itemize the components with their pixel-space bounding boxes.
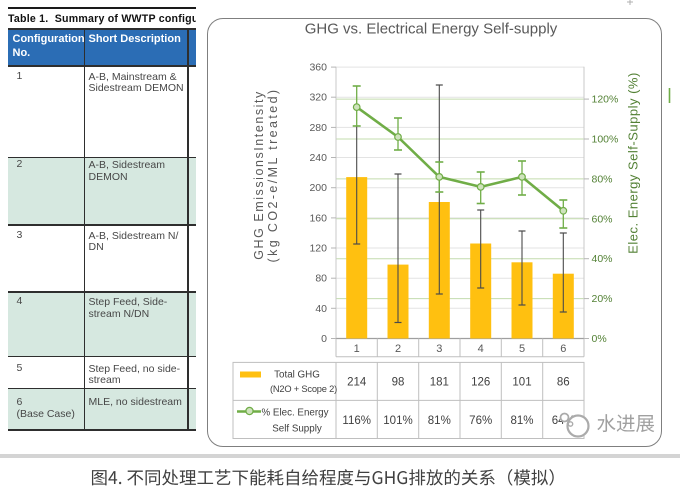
svg-text:360: 360	[309, 62, 327, 74]
svg-text:214: 214	[347, 377, 367, 389]
svg-text:% Elec. Energy: % Elec. Energy	[262, 408, 329, 419]
svg-text:160: 160	[309, 212, 327, 224]
svg-text:Self Supply: Self Supply	[272, 424, 322, 435]
svg-text:40%: 40%	[592, 253, 613, 265]
svg-text:120%: 120%	[592, 94, 619, 106]
svg-text:200: 200	[309, 182, 327, 194]
svg-text:1: 1	[354, 343, 360, 355]
svg-text:4: 4	[478, 343, 484, 355]
svg-text:0%: 0%	[592, 333, 607, 345]
svg-text:280: 280	[309, 122, 327, 134]
svg-text:(N2O + Scope 2): (N2O + Scope 2)	[270, 384, 337, 394]
svg-text:0: 0	[321, 333, 327, 345]
svg-text:(kg CO2-e/ML treated): (kg CO2-e/ML treated)	[266, 88, 280, 263]
svg-text:Total GHG: Total GHG	[274, 370, 320, 381]
svg-text:76%: 76%	[469, 415, 492, 427]
svg-text:Elec. Energy Self-Supply (%): Elec. Energy Self-Supply (%)	[626, 72, 641, 254]
svg-text:40: 40	[315, 303, 327, 315]
svg-text:2: 2	[395, 343, 401, 355]
svg-text:100%: 100%	[592, 134, 619, 146]
svg-text:80%: 80%	[592, 173, 613, 185]
svg-text:GHG vs. Electrical Energy Self: GHG vs. Electrical Energy Self-supply	[305, 21, 558, 38]
svg-text:126: 126	[471, 377, 490, 389]
svg-text:101%: 101%	[383, 415, 412, 427]
svg-text:98: 98	[392, 377, 405, 389]
svg-text:116%: 116%	[342, 415, 371, 427]
svg-text:320: 320	[309, 92, 327, 104]
svg-text:5: 5	[519, 343, 525, 355]
svg-text:120: 120	[309, 243, 327, 255]
svg-text:101: 101	[512, 377, 531, 389]
svg-text:GHG EmissionsIntensity: GHG EmissionsIntensity	[252, 90, 266, 260]
svg-text:81%: 81%	[428, 415, 451, 427]
svg-text:20%: 20%	[592, 293, 613, 305]
svg-text:240: 240	[309, 152, 327, 164]
svg-text:80: 80	[315, 273, 327, 285]
svg-text:86: 86	[557, 377, 570, 389]
svg-text:181: 181	[430, 377, 449, 389]
svg-text:3: 3	[436, 343, 442, 355]
svg-text:60%: 60%	[592, 213, 613, 225]
svg-text:6: 6	[560, 343, 566, 355]
svg-text:81%: 81%	[510, 415, 533, 427]
